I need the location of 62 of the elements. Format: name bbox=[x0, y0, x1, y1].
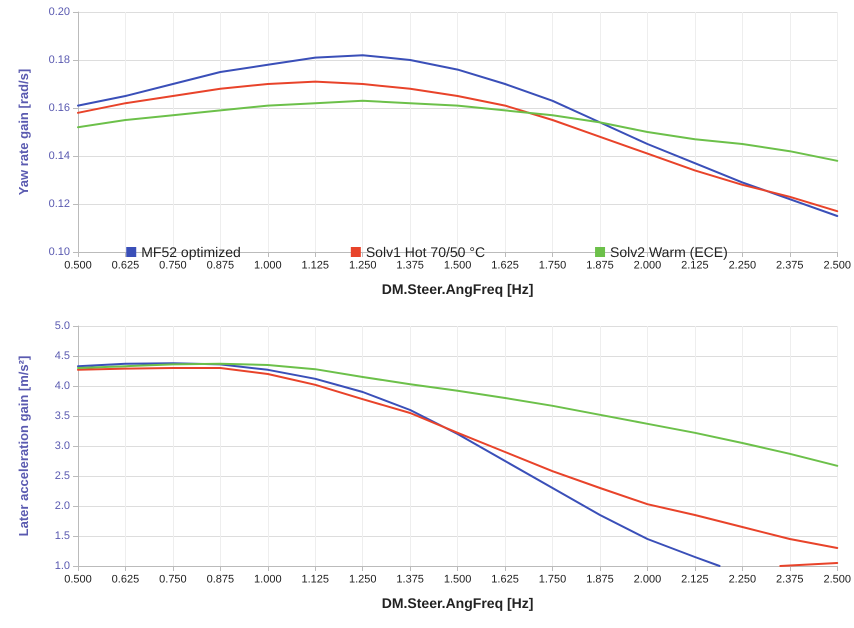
x-tick-label: 2.375 bbox=[776, 260, 804, 272]
x-tick-label: 1.125 bbox=[301, 574, 330, 586]
x-tick-label: 2.500 bbox=[823, 260, 851, 272]
x-tick-label: 1.375 bbox=[396, 574, 424, 586]
legend-label: Solv1 Hot 70/50 °C bbox=[366, 244, 486, 260]
y-tick-label: 2.5 bbox=[54, 470, 70, 482]
x-tick-label: 0.625 bbox=[112, 574, 140, 586]
y-tick-label: 1.5 bbox=[54, 530, 70, 542]
x-tick-label: 2.250 bbox=[728, 574, 756, 586]
y-tick-label: 0.20 bbox=[48, 6, 70, 18]
x-tick-label: 1.125 bbox=[301, 260, 330, 272]
x-tick-label: 2.250 bbox=[728, 260, 756, 272]
x-tick-label: 0.500 bbox=[64, 260, 92, 272]
x-tick-label: 2.125 bbox=[681, 574, 709, 586]
y-tick-label: 0.16 bbox=[48, 102, 70, 114]
legend-label: MF52 optimized bbox=[141, 244, 241, 260]
x-tick-label: 1.250 bbox=[348, 260, 376, 272]
x-axis-title: DM.Steer.AngFreq [Hz] bbox=[382, 281, 534, 297]
x-tick-label: 0.875 bbox=[206, 260, 234, 272]
line-series bbox=[77, 362, 721, 567]
x-tick-label: 1.500 bbox=[444, 574, 472, 586]
x-axis-title: DM.Steer.AngFreq [Hz] bbox=[382, 595, 534, 611]
x-tick-label: 1.875 bbox=[586, 574, 614, 586]
y-tick-label: 0.18 bbox=[48, 54, 70, 66]
x-tick-label: 1.500 bbox=[444, 260, 472, 272]
line-series bbox=[77, 362, 838, 467]
y-tick-label: 4.0 bbox=[54, 380, 70, 392]
x-tick-label: 1.625 bbox=[491, 260, 519, 272]
line-series bbox=[77, 100, 838, 162]
y-tick-label: 4.5 bbox=[54, 350, 70, 362]
x-tick-label: 2.500 bbox=[823, 574, 851, 586]
x-tick-label: 1.875 bbox=[586, 260, 614, 272]
y-tick-label: 1.0 bbox=[54, 560, 70, 572]
x-tick-label: 2.000 bbox=[634, 260, 662, 272]
x-tick-label: 0.750 bbox=[159, 574, 187, 586]
x-tick-label: 0.875 bbox=[206, 574, 234, 586]
line-series bbox=[77, 367, 838, 549]
x-tick-label: 1.000 bbox=[254, 260, 282, 272]
y-tick-label: 2.0 bbox=[54, 500, 70, 512]
x-tick-label: 0.500 bbox=[64, 574, 92, 586]
y-tick-label: 3.0 bbox=[54, 440, 70, 452]
x-tick-label: 0.625 bbox=[112, 260, 140, 272]
y-axis-title: Yaw rate gain [rad/s] bbox=[16, 68, 31, 196]
y-tick-label: 3.5 bbox=[54, 410, 70, 422]
y-axis-title: Later acceleration gain [m/s²] bbox=[16, 356, 31, 536]
line-series bbox=[77, 54, 838, 217]
y-tick-label: 0.14 bbox=[48, 150, 70, 162]
x-tick-label: 1.000 bbox=[254, 574, 282, 586]
line-series bbox=[77, 80, 838, 212]
x-tick-label: 2.125 bbox=[681, 260, 709, 272]
x-tick-label: 2.000 bbox=[634, 574, 662, 586]
x-tick-label: 1.750 bbox=[538, 260, 566, 272]
x-tick-label: 0.750 bbox=[159, 260, 187, 272]
y-tick-label: 0.10 bbox=[48, 246, 70, 258]
legend-label: Solv2 Warm (ECE) bbox=[610, 244, 728, 260]
x-tick-label: 2.375 bbox=[776, 574, 804, 586]
x-tick-label: 1.750 bbox=[538, 574, 566, 586]
y-tick-label: 5.0 bbox=[54, 320, 70, 332]
x-tick-label: 1.250 bbox=[348, 574, 376, 586]
x-tick-label: 1.375 bbox=[396, 260, 424, 272]
y-tick-label: 0.12 bbox=[48, 198, 70, 210]
x-tick-label: 1.625 bbox=[491, 574, 519, 586]
